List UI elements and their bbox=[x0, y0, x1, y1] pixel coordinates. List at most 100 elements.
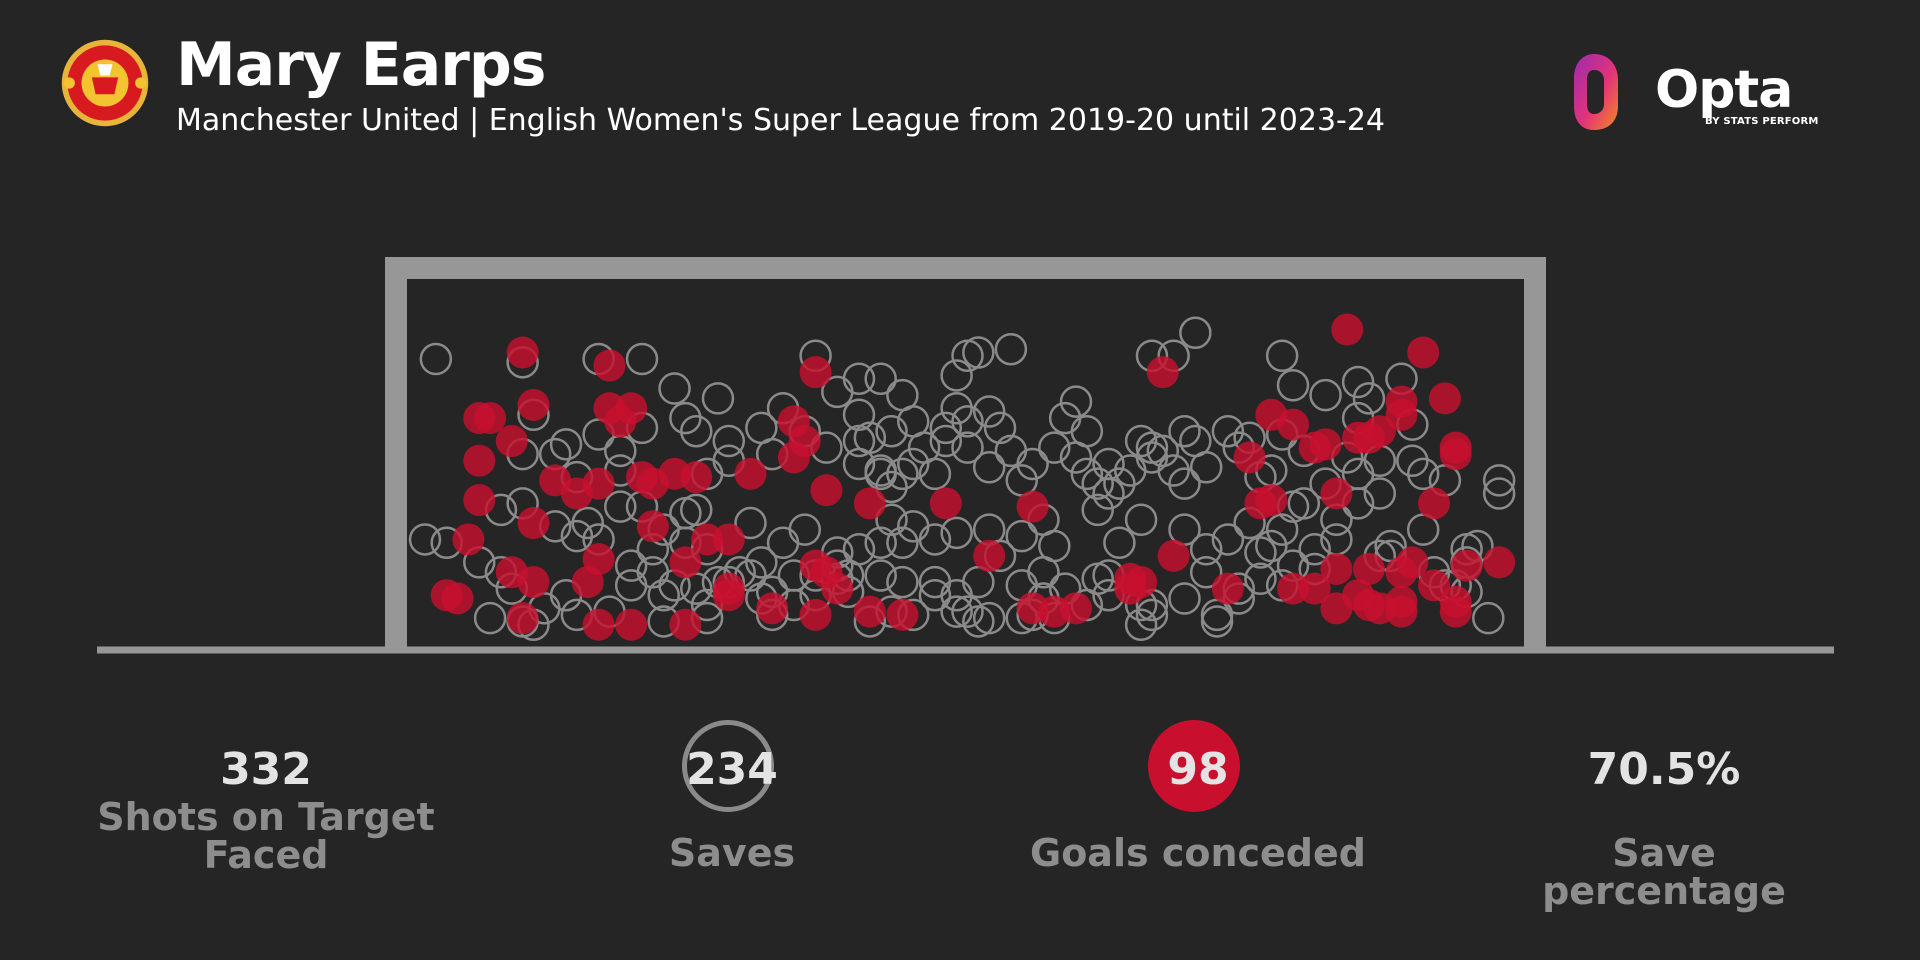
save-point bbox=[875, 470, 908, 504]
save-point bbox=[1189, 533, 1223, 566]
save-point bbox=[1124, 503, 1158, 537]
save-point bbox=[1211, 414, 1245, 448]
save-point bbox=[897, 510, 930, 543]
goal-point bbox=[517, 566, 550, 599]
goal-frame bbox=[385, 257, 1546, 648]
save-point bbox=[940, 578, 973, 612]
save-point bbox=[1005, 519, 1038, 553]
goal-point bbox=[636, 510, 669, 543]
save-point bbox=[734, 506, 767, 540]
goal-point bbox=[1363, 415, 1396, 448]
save-point bbox=[745, 411, 778, 445]
save-point bbox=[929, 424, 963, 458]
save-point bbox=[864, 526, 897, 559]
save-point bbox=[1179, 316, 1212, 350]
save-point bbox=[907, 431, 941, 464]
goal-point bbox=[712, 572, 745, 605]
goal-point bbox=[853, 595, 886, 628]
save-point bbox=[419, 342, 453, 376]
save-point bbox=[1016, 447, 1049, 481]
goal-point bbox=[1146, 356, 1179, 389]
save-point bbox=[1472, 601, 1505, 635]
opta-logo-icon bbox=[1574, 54, 1618, 130]
save-point bbox=[929, 411, 963, 445]
save-point bbox=[712, 424, 746, 458]
save-point bbox=[1081, 467, 1114, 500]
save-point bbox=[1168, 582, 1201, 615]
save-point bbox=[1168, 467, 1201, 500]
save-point bbox=[853, 421, 887, 455]
goal-point bbox=[441, 582, 474, 615]
goal-point bbox=[734, 457, 767, 490]
save-point bbox=[560, 519, 594, 553]
goal-point bbox=[1331, 313, 1364, 346]
save-point bbox=[614, 569, 648, 602]
save-point bbox=[1070, 457, 1104, 491]
save-point bbox=[1027, 555, 1060, 589]
save-point bbox=[886, 565, 919, 599]
goal-point bbox=[495, 425, 528, 458]
shots-label: Shots on Target Faced bbox=[97, 795, 435, 877]
save-point bbox=[1103, 467, 1136, 500]
goal-point bbox=[810, 556, 843, 589]
save-point bbox=[842, 398, 876, 432]
save-point bbox=[1352, 382, 1386, 415]
save-marker-icon bbox=[682, 720, 774, 812]
goal-point bbox=[517, 507, 550, 540]
save-point bbox=[701, 382, 735, 415]
save-point bbox=[1038, 431, 1071, 464]
save-point bbox=[886, 457, 919, 491]
goal-point bbox=[1320, 477, 1353, 510]
shots-value: 332 bbox=[220, 744, 312, 795]
save-point bbox=[1265, 339, 1299, 373]
goal-point bbox=[582, 608, 615, 641]
save-point bbox=[571, 506, 604, 540]
save-point bbox=[875, 503, 908, 537]
save-point bbox=[636, 555, 670, 589]
save-point bbox=[1265, 513, 1299, 546]
save-point bbox=[983, 411, 1017, 445]
save-point bbox=[1124, 608, 1158, 641]
goal-point bbox=[1255, 484, 1288, 517]
goal-point bbox=[886, 598, 919, 631]
goal-point bbox=[712, 523, 745, 556]
goal-point bbox=[1418, 487, 1451, 520]
save-point bbox=[972, 451, 1006, 484]
save-point bbox=[1114, 454, 1147, 487]
goal-point bbox=[777, 441, 810, 474]
save-point bbox=[680, 414, 713, 448]
save-percentage-label: Save percentage bbox=[1542, 831, 1786, 913]
save-point bbox=[897, 447, 930, 481]
save-point bbox=[1309, 378, 1342, 412]
save-point bbox=[864, 362, 897, 395]
save-point bbox=[918, 565, 952, 599]
goal-point bbox=[853, 487, 886, 520]
goal-point bbox=[615, 392, 648, 425]
goal-point bbox=[1157, 539, 1190, 572]
goal-point bbox=[463, 484, 496, 517]
goal-point bbox=[1352, 552, 1385, 585]
save-point bbox=[1189, 555, 1223, 589]
opta-subtitle: BY STATS PERFORM bbox=[1705, 116, 1819, 127]
goal-point bbox=[452, 523, 485, 556]
save-point bbox=[951, 595, 984, 628]
goal-point bbox=[1320, 552, 1353, 585]
goal-marker-icon bbox=[1148, 720, 1240, 812]
save-point bbox=[951, 431, 984, 464]
save-point bbox=[473, 601, 507, 635]
save-point bbox=[1341, 365, 1375, 399]
save-point bbox=[1092, 477, 1125, 510]
save-point bbox=[1244, 536, 1277, 569]
save-point bbox=[918, 523, 952, 556]
goal-point bbox=[582, 467, 615, 500]
save-point bbox=[962, 336, 995, 369]
goal-point bbox=[1016, 490, 1049, 523]
goal-point bbox=[1450, 549, 1483, 582]
goal-point bbox=[1439, 438, 1472, 471]
save-point bbox=[972, 395, 1006, 428]
save-point bbox=[745, 546, 778, 579]
save-point bbox=[658, 372, 691, 405]
save-point bbox=[1482, 464, 1516, 497]
goals-layer bbox=[430, 313, 1516, 641]
goal-point bbox=[756, 592, 789, 625]
